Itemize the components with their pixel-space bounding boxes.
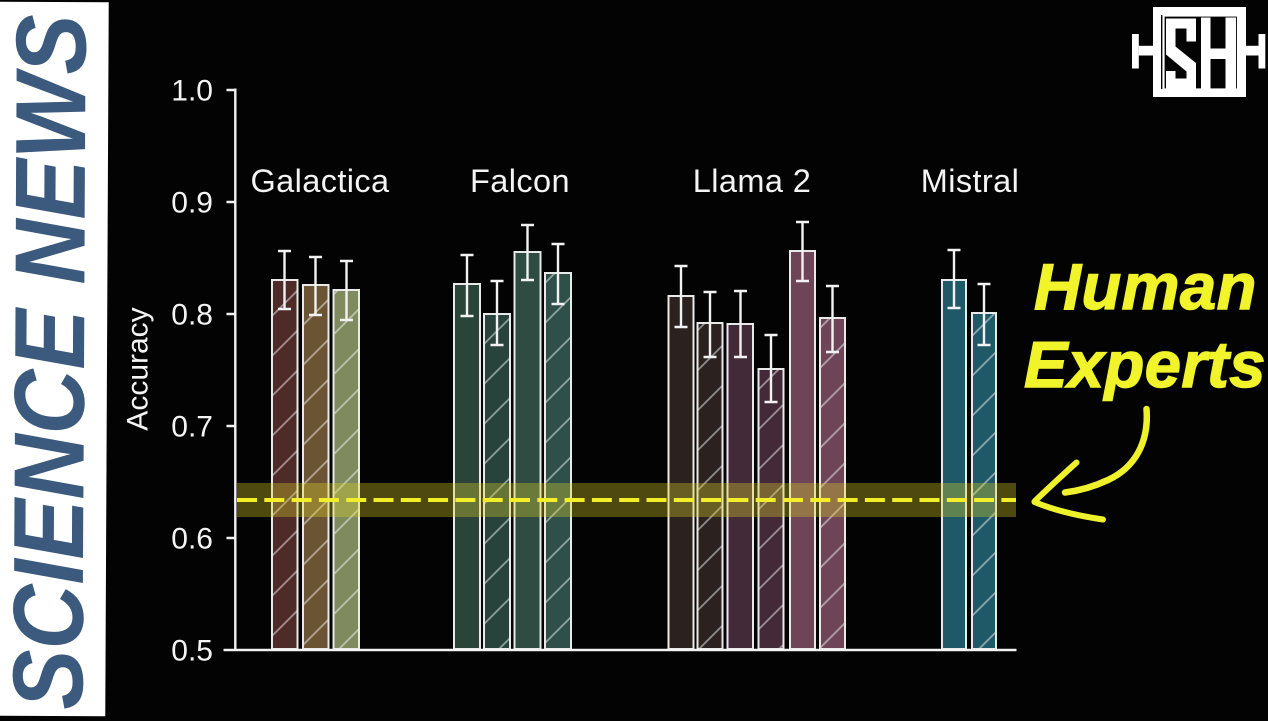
- svg-text:Accuracy: Accuracy: [122, 307, 155, 430]
- svg-text:Falcon: Falcon: [470, 163, 570, 199]
- svg-text:Galactica: Galactica: [250, 163, 390, 199]
- svg-text:0.8: 0.8: [171, 299, 213, 332]
- svg-text:0.9: 0.9: [171, 187, 213, 220]
- svg-text:1.0: 1.0: [171, 75, 213, 108]
- svg-text:0.6: 0.6: [171, 523, 213, 556]
- svg-text:Llama 2: Llama 2: [693, 163, 811, 199]
- svg-text:0.5: 0.5: [171, 635, 213, 668]
- svg-text:Mistral: Mistral: [921, 163, 1020, 199]
- svg-text:0.7: 0.7: [171, 411, 213, 444]
